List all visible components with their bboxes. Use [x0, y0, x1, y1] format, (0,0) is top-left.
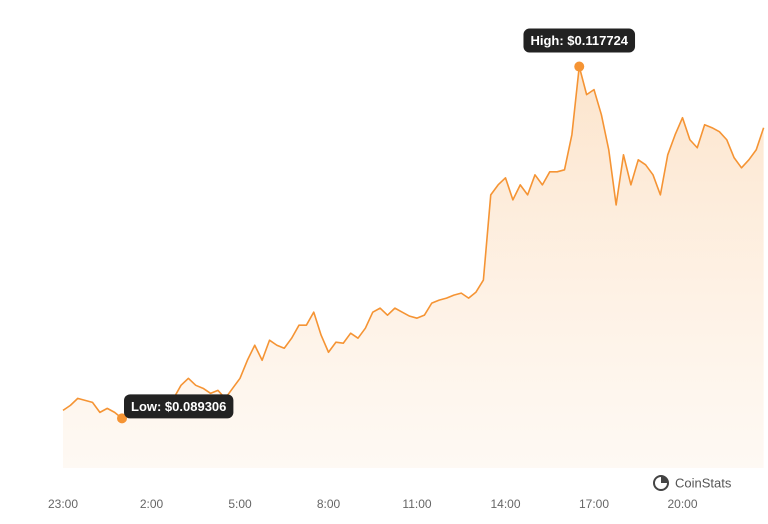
price-line: [62, 65, 765, 420]
x-tick-label: 8:00: [317, 497, 341, 511]
x-tick-label: 11:00: [402, 497, 431, 511]
x-tick-label: 14:00: [490, 497, 520, 511]
x-tick-label: 2:00: [140, 497, 164, 511]
x-tick-label: 17:00: [579, 497, 609, 511]
extreme-point: [574, 61, 585, 72]
annotation: Low: $0.089306: [131, 399, 226, 414]
watermark: CoinStats: [653, 475, 732, 491]
area: [63, 66, 764, 468]
annotation-box: [124, 394, 234, 419]
x-tick-label: 23:00: [48, 497, 78, 511]
x-tick-label: 5:00: [228, 497, 252, 511]
logo-part: [661, 476, 668, 483]
annotation: High: $0.117724: [530, 33, 628, 48]
extreme-point: [117, 413, 127, 424]
x-tick-label: 20:00: [667, 497, 697, 511]
brand: CoinStats: [675, 475, 732, 490]
annotation-box: [523, 28, 636, 53]
